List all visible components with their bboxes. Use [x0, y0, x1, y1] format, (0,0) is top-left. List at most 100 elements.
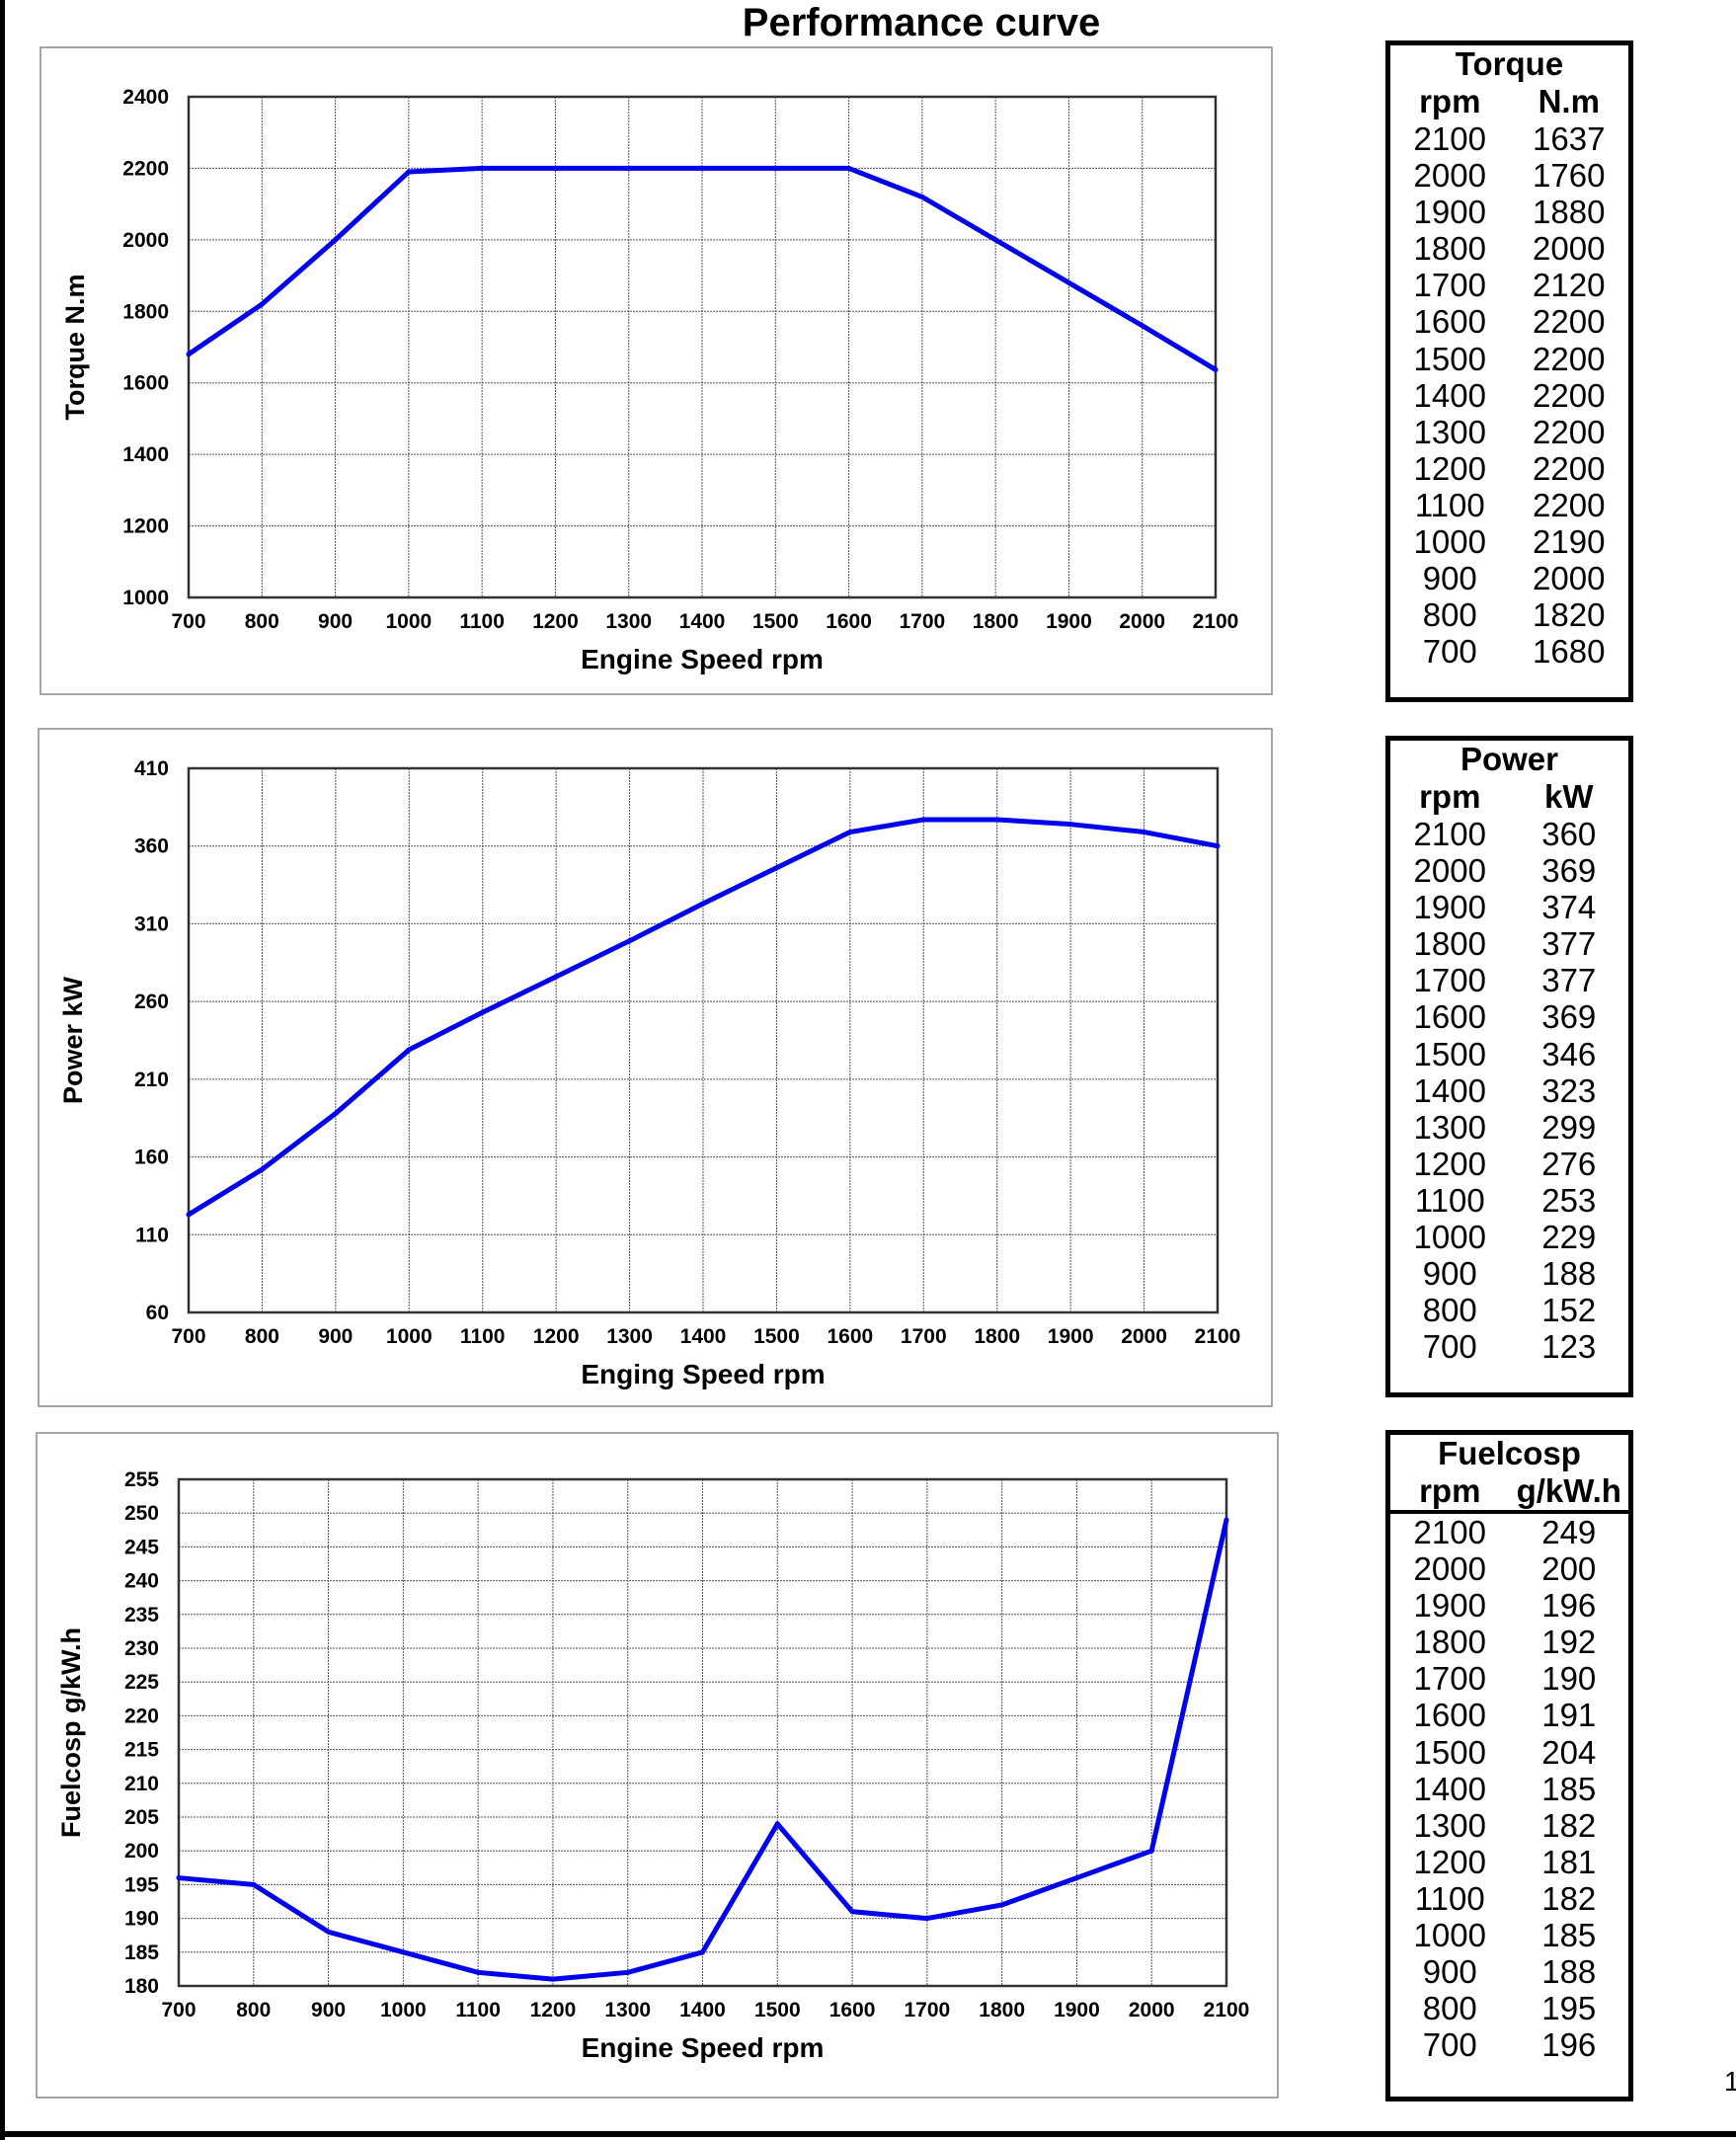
value-cell: 276: [1541, 1145, 1597, 1182]
table-row: 1500 2200: [1390, 341, 1628, 377]
table-row: 1400 185: [1390, 1771, 1628, 1807]
value-cell: 200: [1541, 1550, 1597, 1588]
data-point: [186, 1212, 192, 1218]
rpm-cell: 1600: [1413, 303, 1486, 341]
x-tick-label: 1400: [679, 1999, 726, 2021]
value-cell: 196: [1541, 2026, 1597, 2064]
data-point: [849, 1909, 855, 1915]
x-tick-label: 1500: [753, 1325, 800, 1348]
value-cell: 249: [1541, 1514, 1597, 1550]
x-tick-label: 2100: [1204, 1999, 1250, 2021]
value-cell: 229: [1541, 1219, 1597, 1256]
table-row: 700 123: [1390, 1328, 1628, 1365]
data-point: [1215, 843, 1221, 849]
data-point: [553, 974, 559, 980]
column-header: N.m: [1538, 83, 1600, 119]
table-row: 2000 369: [1390, 852, 1628, 889]
data-point: [992, 237, 998, 243]
value-cell: 1820: [1533, 596, 1606, 634]
y-tick-label: 235: [124, 1604, 159, 1626]
x-tick-label: 1900: [1054, 1999, 1100, 2021]
table-row: 1100 253: [1390, 1182, 1628, 1219]
y-tick-label: 2000: [122, 229, 169, 252]
y-tick-label: 250: [124, 1502, 159, 1525]
x-tick-label: 1800: [979, 1999, 1025, 2021]
rpm-cell: 1100: [1414, 1181, 1485, 1219]
data-point: [625, 1969, 631, 1975]
y-axis-label: Power kW: [58, 976, 88, 1104]
rpm-cell: 1400: [1413, 1770, 1486, 1807]
table-title: Fuelcosp: [1438, 1435, 1581, 1471]
x-tick-label: 1600: [827, 1325, 873, 1348]
rpm-cell: 1900: [1413, 194, 1486, 231]
table-row: 2000 200: [1390, 1550, 1628, 1587]
rpm-cell: 2100: [1413, 1514, 1486, 1550]
table-row: 1800 377: [1390, 925, 1628, 962]
column-header: rpm: [1419, 83, 1481, 119]
rpm-cell: 1300: [1413, 1806, 1486, 1844]
value-cell: 196: [1541, 1587, 1597, 1625]
data-point: [326, 1929, 332, 1935]
x-tick-label: 1400: [680, 1325, 727, 1348]
rpm-cell: 2000: [1413, 157, 1486, 195]
y-tick-label: 360: [134, 835, 169, 858]
x-tick-label: 1800: [973, 610, 1019, 633]
data-point: [1142, 830, 1147, 835]
table-row: 1600 369: [1390, 998, 1628, 1035]
rpm-cell: 1200: [1413, 449, 1486, 487]
column-header: rpm: [1419, 778, 1481, 815]
value-cell: 323: [1541, 1071, 1597, 1109]
table-row: 900 2000: [1390, 560, 1628, 596]
x-tick-label: 900: [311, 1999, 346, 2021]
table-row: 1400 323: [1390, 1072, 1628, 1109]
y-tick-label: 255: [124, 1468, 159, 1491]
x-tick-label: 1800: [974, 1325, 1020, 1348]
value-cell: 191: [1541, 1697, 1597, 1734]
value-cell: 369: [1541, 852, 1597, 890]
y-axis-label: Torque N.m: [60, 275, 90, 421]
data-point: [1213, 366, 1219, 372]
x-tick-label: 1700: [901, 1325, 947, 1348]
rpm-cell: 1600: [1413, 998, 1486, 1036]
table-row: 1100 182: [1390, 1880, 1628, 1917]
fuel-consumption-table: Fuelcosp rpm g/kW.h 2100 249 2000 200 1900 196…: [1385, 1430, 1633, 2101]
page-border-left: [0, 0, 5, 2140]
plot-area: [187, 766, 1220, 1314]
table-row: 2100 249: [1390, 1514, 1628, 1550]
y-tick-label: 180: [124, 1975, 159, 1998]
x-tick-label: 1700: [899, 610, 945, 633]
rpm-cell: 900: [1422, 1255, 1477, 1293]
table-row: 800 1820: [1390, 596, 1628, 633]
value-cell: 152: [1541, 1292, 1597, 1329]
page-title: Performance curve: [742, 1, 1101, 44]
y-tick-label: 200: [124, 1840, 159, 1863]
rpm-cell: 1800: [1413, 1624, 1486, 1661]
value-cell: 1760: [1533, 157, 1606, 195]
table-row: 1700 190: [1390, 1660, 1628, 1697]
x-tick-label: 1500: [752, 610, 799, 633]
rpm-cell: 1100: [1414, 486, 1485, 523]
value-cell: 369: [1541, 998, 1597, 1036]
data-point: [699, 165, 705, 171]
y-tick-label: 210: [134, 1069, 169, 1091]
chart-frame: [39, 46, 1273, 695]
table-row: 2100 360: [1390, 816, 1628, 852]
y-tick-label: 220: [124, 1704, 159, 1727]
y-axis-label: Fuelcosp g/kW.h: [56, 1627, 86, 1838]
table-row: 1200 2200: [1390, 450, 1628, 487]
data-point: [920, 817, 926, 823]
data-point: [700, 901, 706, 907]
rpm-cell: 2100: [1413, 120, 1486, 157]
x-tick-label: 1000: [385, 610, 432, 633]
rpm-cell: 1500: [1413, 1733, 1486, 1771]
table-row: 700 196: [1390, 2026, 1628, 2063]
data-point: [333, 1110, 339, 1116]
value-cell: 188: [1541, 1255, 1597, 1293]
column-header: rpm: [1419, 1472, 1481, 1509]
rpm-cell: 2000: [1413, 852, 1486, 890]
rpm-cell: 1200: [1413, 1145, 1486, 1182]
table-row: 1300 299: [1390, 1109, 1628, 1146]
x-tick-label: 1900: [1046, 610, 1092, 633]
value-cell: 190: [1541, 1660, 1597, 1698]
